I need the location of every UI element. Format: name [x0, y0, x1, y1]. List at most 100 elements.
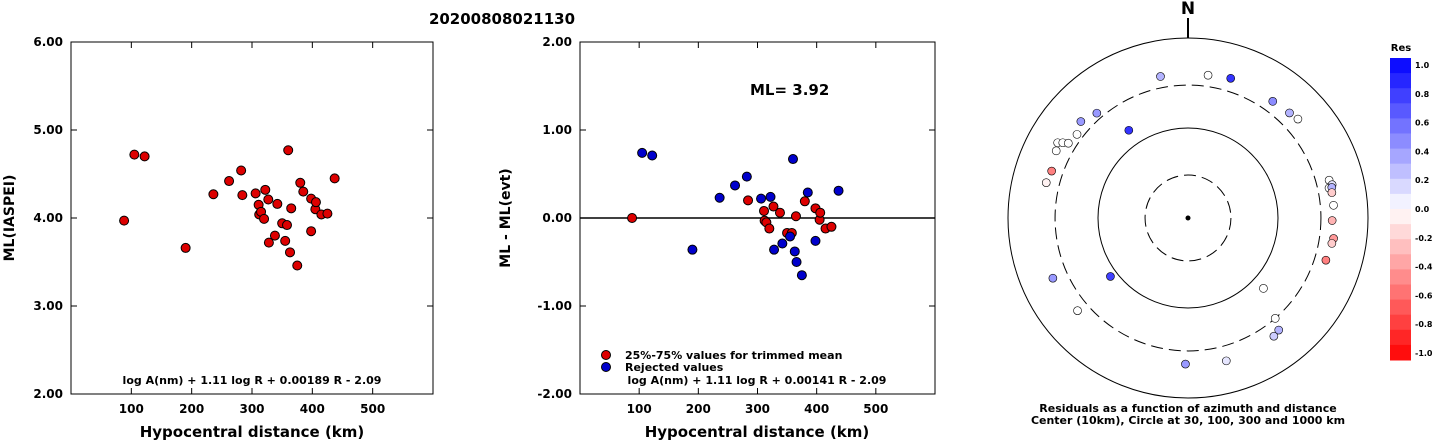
colorbar-swatch [1390, 178, 1411, 195]
y-tick-label: 0.00 [542, 211, 572, 225]
station-residual-point [1268, 97, 1278, 106]
station-residual-point [1321, 255, 1331, 265]
data-point-rejected [785, 231, 796, 242]
station-residual-point [1203, 70, 1213, 80]
x-tick-label: 400 [300, 402, 325, 416]
data-point [250, 188, 261, 199]
station-residual-point [1293, 114, 1303, 124]
north-label: N [1181, 0, 1195, 19]
data-point-rejected [796, 270, 807, 281]
ml-annotation: ML= 3.92 [750, 81, 829, 99]
x-tick-label: 200 [686, 402, 711, 416]
data-point [286, 203, 297, 214]
x-tick-label: 100 [627, 402, 652, 416]
colorbar-tick-label: 0.0 [1415, 205, 1430, 214]
colorbar-swatch [1390, 329, 1411, 346]
caption-line-1: Residuals as a function of azimuth and d… [1039, 402, 1336, 415]
station-residual-point [1051, 146, 1061, 156]
x-tick-label: 500 [863, 402, 888, 416]
data-point [237, 190, 248, 201]
colorbar-swatch [1390, 284, 1411, 301]
data-point-rejected [647, 150, 658, 161]
y-tick-label: 6.00 [33, 35, 63, 49]
data-point [129, 149, 140, 160]
colorbar-swatch [1390, 193, 1411, 210]
data-point-trimmed [759, 205, 770, 216]
colorbar-tick-label: 0.6 [1415, 119, 1430, 128]
station-residual-point [1329, 200, 1338, 210]
colorbar-swatch [1390, 344, 1411, 361]
data-point [272, 198, 283, 209]
data-point [322, 208, 333, 219]
data-point [306, 226, 317, 237]
station-residual-point [1327, 239, 1337, 248]
y-tick-label: -1.00 [537, 299, 572, 313]
colorbar-swatch [1390, 254, 1411, 270]
data-point [285, 247, 296, 258]
station-residual-point [1221, 356, 1231, 366]
colorbar-swatch [1390, 314, 1411, 331]
colorbar-swatch [1390, 299, 1411, 316]
colorbar-title: Res [1391, 43, 1411, 54]
colorbar-swatch [1390, 118, 1411, 134]
data-point [224, 176, 235, 187]
data-point [295, 177, 306, 188]
data-point [259, 213, 270, 224]
colorbar-swatch [1390, 88, 1411, 104]
data-point-rejected [777, 238, 788, 249]
colorbar-swatch [1390, 163, 1411, 180]
center-dot [1185, 215, 1191, 221]
station-residual-point [1156, 72, 1165, 81]
colorbar-tick-label: 0.2 [1415, 176, 1429, 185]
y-tick-label: -2.00 [537, 387, 572, 401]
formula-label: log A(nm) + 1.11 log R + 0.00141 R - 2.0… [628, 374, 887, 387]
data-point [119, 215, 130, 226]
data-point [263, 237, 274, 248]
x-axis-label: Hypocentral distance (km) [140, 423, 365, 441]
colorbar-tick-label: -0.8 [1415, 320, 1433, 329]
data-point [280, 235, 291, 246]
data-point-rejected [756, 193, 767, 204]
colorbar-swatch [1390, 148, 1411, 165]
x-axis-label: Hypocentral distance (km) [645, 423, 870, 441]
x-tick-label: 200 [179, 402, 204, 416]
x-tick-label: 400 [804, 402, 829, 416]
data-point [310, 197, 321, 208]
station-residual-point [1285, 108, 1294, 118]
data-point-rejected [789, 246, 800, 257]
y-tick-label: 1.00 [542, 123, 572, 137]
figure-title: 20200808021130 [429, 10, 575, 28]
station-residual-point [1327, 188, 1337, 197]
data-point-rejected [810, 235, 821, 246]
y-tick-label: 4.00 [33, 211, 63, 225]
colorbar-swatch [1390, 209, 1411, 225]
data-point-trimmed [826, 221, 837, 232]
colorbar-tick-label: -0.2 [1415, 234, 1433, 243]
y-tick-label: 2.00 [33, 387, 63, 401]
data-point [260, 184, 271, 195]
data-point-rejected [791, 257, 802, 267]
station-residual-point [1274, 325, 1284, 335]
data-point-rejected [637, 147, 648, 158]
data-point [139, 151, 150, 162]
legend-marker-rejected [601, 362, 611, 372]
station-residual-point [1073, 306, 1082, 315]
legend-label-trimmed: 25%-75% values for trimmed mean [625, 349, 842, 362]
data-point [298, 186, 309, 197]
legend-label-rejected: Rejected values [625, 361, 724, 374]
y-tick-label: 5.00 [33, 123, 63, 137]
station-residual-point [1072, 130, 1082, 139]
data-point-trimmed [799, 196, 810, 207]
data-point-trimmed [764, 223, 775, 234]
distance-ring [1144, 174, 1232, 262]
data-point-trimmed [774, 207, 785, 218]
colorbar-tick-label: -0.6 [1415, 291, 1433, 300]
station-residual-point [1226, 73, 1236, 83]
y-tick-label: 2.00 [542, 35, 572, 49]
residual-vs-distance-chart: 100 200 300 400 500 -2.00 -1.00 0.00 1.00 2.00 M… [498, 35, 936, 441]
data-point-rejected [802, 187, 813, 198]
data-point-trimmed [743, 195, 754, 206]
legend-marker-trimmed [601, 350, 611, 360]
station-residual-point [1048, 273, 1058, 283]
